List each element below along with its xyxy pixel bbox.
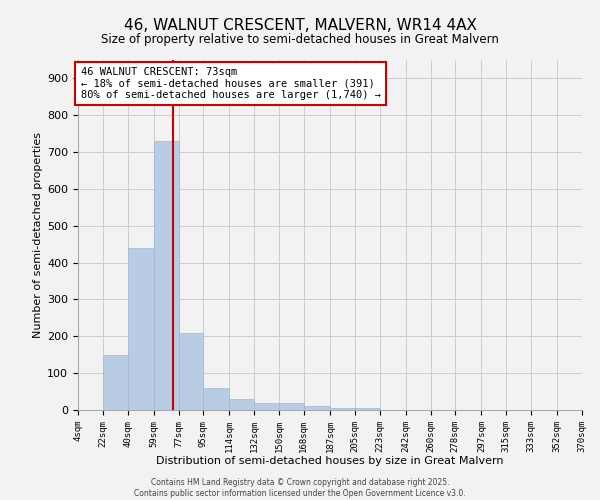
Bar	[103, 354, 128, 410]
Text: Contains HM Land Registry data © Crown copyright and database right 2025.
Contai: Contains HM Land Registry data © Crown c…	[134, 478, 466, 498]
Bar	[179, 332, 203, 410]
Text: 46 WALNUT CRESCENT: 73sqm
← 18% of semi-detached houses are smaller (391)
80% of: 46 WALNUT CRESCENT: 73sqm ← 18% of semi-…	[80, 67, 380, 100]
Y-axis label: Number of semi-detached properties: Number of semi-detached properties	[33, 132, 43, 338]
Bar	[229, 399, 254, 410]
Bar	[254, 402, 279, 410]
Bar	[279, 402, 304, 410]
X-axis label: Distribution of semi-detached houses by size in Great Malvern: Distribution of semi-detached houses by …	[156, 456, 504, 466]
Bar	[128, 248, 154, 410]
Bar	[154, 141, 179, 410]
Text: Size of property relative to semi-detached houses in Great Malvern: Size of property relative to semi-detach…	[101, 32, 499, 46]
Bar	[304, 406, 330, 410]
Text: 46, WALNUT CRESCENT, MALVERN, WR14 4AX: 46, WALNUT CRESCENT, MALVERN, WR14 4AX	[124, 18, 476, 32]
Bar	[355, 408, 380, 410]
Bar	[203, 388, 229, 410]
Bar	[330, 408, 355, 410]
